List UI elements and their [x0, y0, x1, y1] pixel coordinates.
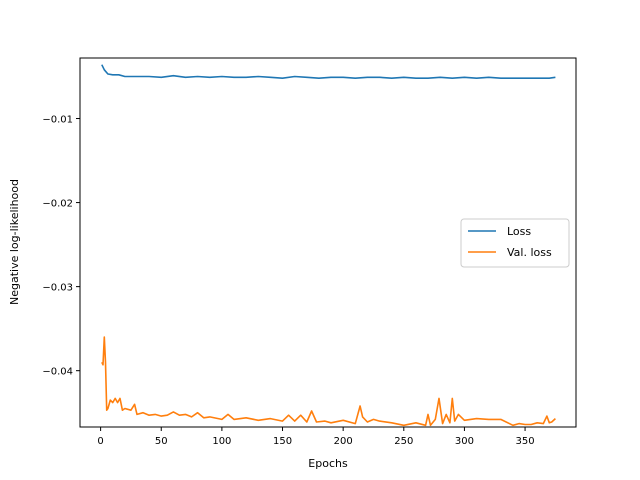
series-line-val-loss: [101, 336, 556, 427]
y-axis-label: Negative log-likelihood: [8, 179, 21, 305]
x-tick-label: 200: [334, 436, 353, 447]
x-tick-label: 100: [212, 436, 231, 447]
plot-frame: [79, 57, 577, 428]
x-tick-label: 300: [455, 436, 474, 447]
series-line-loss: [101, 64, 556, 79]
y-tick-label: −0.04: [42, 367, 73, 378]
x-tick-label: 50: [155, 436, 168, 447]
x-tick-label: 350: [516, 436, 535, 447]
y-axis: −0.04 −0.03 −0.02 −0.01: [42, 115, 80, 378]
y-tick-label: −0.01: [42, 115, 73, 126]
x-axis-label: Epochs: [308, 457, 348, 470]
x-tick-label: 250: [394, 436, 413, 447]
legend-label-loss: Loss: [507, 225, 531, 238]
x-tick-label: 0: [97, 436, 103, 447]
x-axis: 0 50 100 150 200 250 300 350: [97, 427, 535, 447]
legend: Loss Val. loss: [460, 218, 570, 268]
y-tick-label: −0.03: [42, 283, 73, 294]
legend-label-val-loss: Val. loss: [507, 246, 552, 259]
y-tick-label: −0.02: [42, 199, 73, 210]
plot-area: [101, 64, 556, 427]
x-tick-label: 150: [273, 436, 292, 447]
